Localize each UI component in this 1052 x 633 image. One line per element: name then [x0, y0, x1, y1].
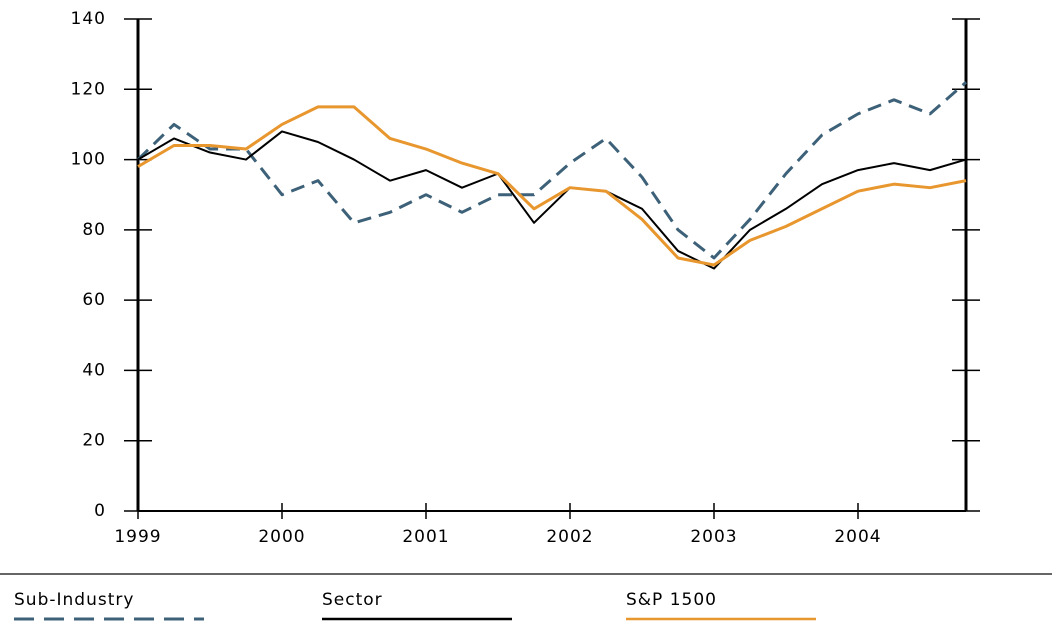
x-tick-label: 2002 [546, 527, 593, 547]
x-tick-label: 1999 [114, 527, 161, 547]
legend-label: Sub-Industry [14, 590, 134, 610]
x-tick-label: 2004 [834, 527, 881, 547]
y-tick-label: 100 [71, 150, 106, 170]
series-line [137, 105, 967, 267]
y-tick-label: 80 [82, 220, 106, 240]
x-tick-label: 2000 [258, 527, 305, 547]
legend-label: S&P 1500 [626, 590, 717, 610]
legend-label: Sector [322, 590, 383, 610]
y-tick-label: 20 [82, 431, 106, 451]
y-tick-label: 140 [71, 9, 106, 29]
y-tick-label: 60 [82, 290, 106, 310]
y-tick-label: 0 [94, 501, 106, 521]
y-tick-label: 40 [82, 360, 106, 380]
series-line [137, 130, 967, 270]
x-tick-label: 2001 [402, 527, 449, 547]
series-line [136, 81, 967, 260]
y-tick-label: 120 [71, 79, 106, 99]
x-tick-label: 2003 [690, 527, 737, 547]
